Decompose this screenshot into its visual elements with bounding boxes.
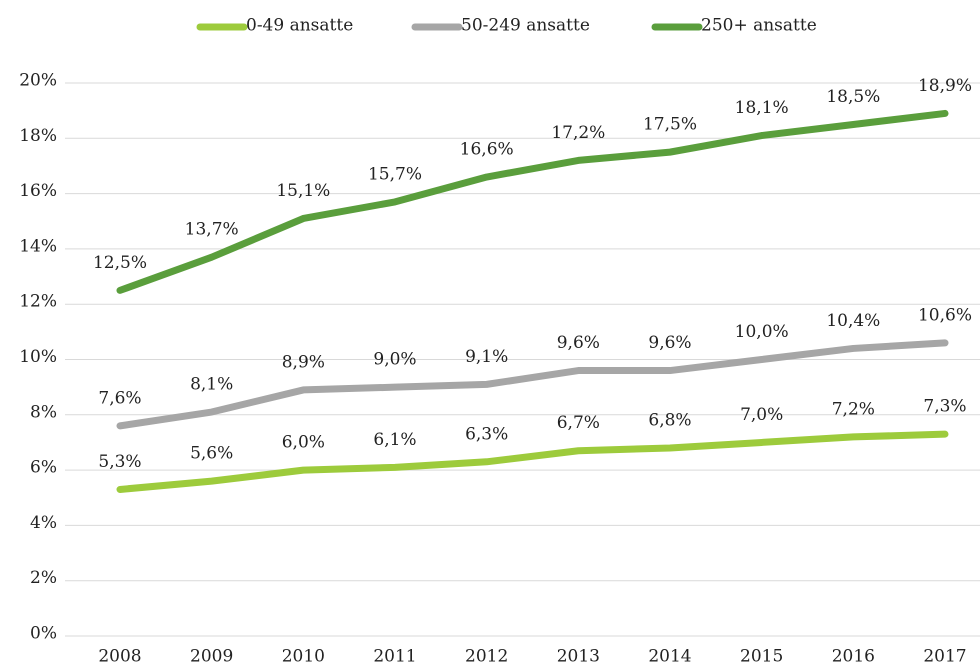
y-tick-label: 12% <box>19 292 57 312</box>
data-label: 10,4% <box>826 311 880 331</box>
data-label: 7,6% <box>98 388 141 408</box>
data-label: 18,5% <box>826 87 880 107</box>
data-label: 6,1% <box>373 430 416 450</box>
y-tick-label: 16% <box>19 181 57 201</box>
data-label: 9,6% <box>557 333 600 353</box>
y-tick-label: 14% <box>19 236 57 256</box>
data-label: 17,2% <box>551 123 605 143</box>
data-label: 9,0% <box>373 350 416 370</box>
data-label: 17,5% <box>643 115 697 135</box>
y-tick-label: 20% <box>19 71 57 91</box>
x-tick-label: 2015 <box>740 647 783 664</box>
data-label: 7,2% <box>832 399 875 419</box>
data-label: 6,8% <box>648 410 691 430</box>
x-tick-label: 2011 <box>373 647 416 664</box>
y-tick-label: 2% <box>30 568 57 588</box>
legend-label: 50-249 ansatte <box>461 16 590 36</box>
data-label: 6,3% <box>465 424 508 444</box>
y-tick-label: 0% <box>30 624 57 644</box>
y-tick-label: 4% <box>30 513 57 533</box>
data-label: 5,3% <box>98 452 141 472</box>
x-tick-label: 2012 <box>465 647 508 664</box>
data-label: 6,0% <box>282 433 325 453</box>
x-tick-label: 2013 <box>557 647 600 664</box>
x-tick-label: 2017 <box>923 647 966 664</box>
y-tick-label: 6% <box>30 458 57 478</box>
legend-label: 0-49 ansatte <box>246 16 353 36</box>
data-label: 10,0% <box>735 322 789 342</box>
x-tick-label: 2009 <box>190 647 233 664</box>
x-tick-label: 2008 <box>98 647 141 664</box>
data-label: 7,3% <box>923 397 966 417</box>
data-label: 7,0% <box>740 405 783 425</box>
data-label: 10,6% <box>918 305 972 325</box>
legend-label: 250+ ansatte <box>701 16 817 36</box>
data-label: 8,1% <box>190 375 233 395</box>
data-label: 5,6% <box>190 444 233 464</box>
series-line <box>116 109 949 294</box>
y-tick-label: 10% <box>19 347 57 367</box>
x-tick-label: 2010 <box>282 647 325 664</box>
data-label: 15,1% <box>276 181 330 201</box>
data-label: 16,6% <box>460 140 514 160</box>
data-label: 9,1% <box>465 347 508 367</box>
data-label: 8,9% <box>282 352 325 372</box>
data-label: 18,9% <box>918 76 972 96</box>
x-tick-label: 2016 <box>832 647 875 664</box>
series-line <box>116 430 949 493</box>
data-label: 15,7% <box>368 164 422 184</box>
data-label: 13,7% <box>185 220 239 240</box>
y-tick-label: 18% <box>19 126 57 146</box>
series-line <box>116 339 949 430</box>
data-label: 6,7% <box>557 413 600 433</box>
x-tick-label: 2014 <box>648 647 691 664</box>
data-label: 18,1% <box>735 98 789 118</box>
data-label: 12,5% <box>93 253 147 273</box>
data-label: 9,6% <box>648 333 691 353</box>
y-tick-label: 8% <box>30 402 57 422</box>
